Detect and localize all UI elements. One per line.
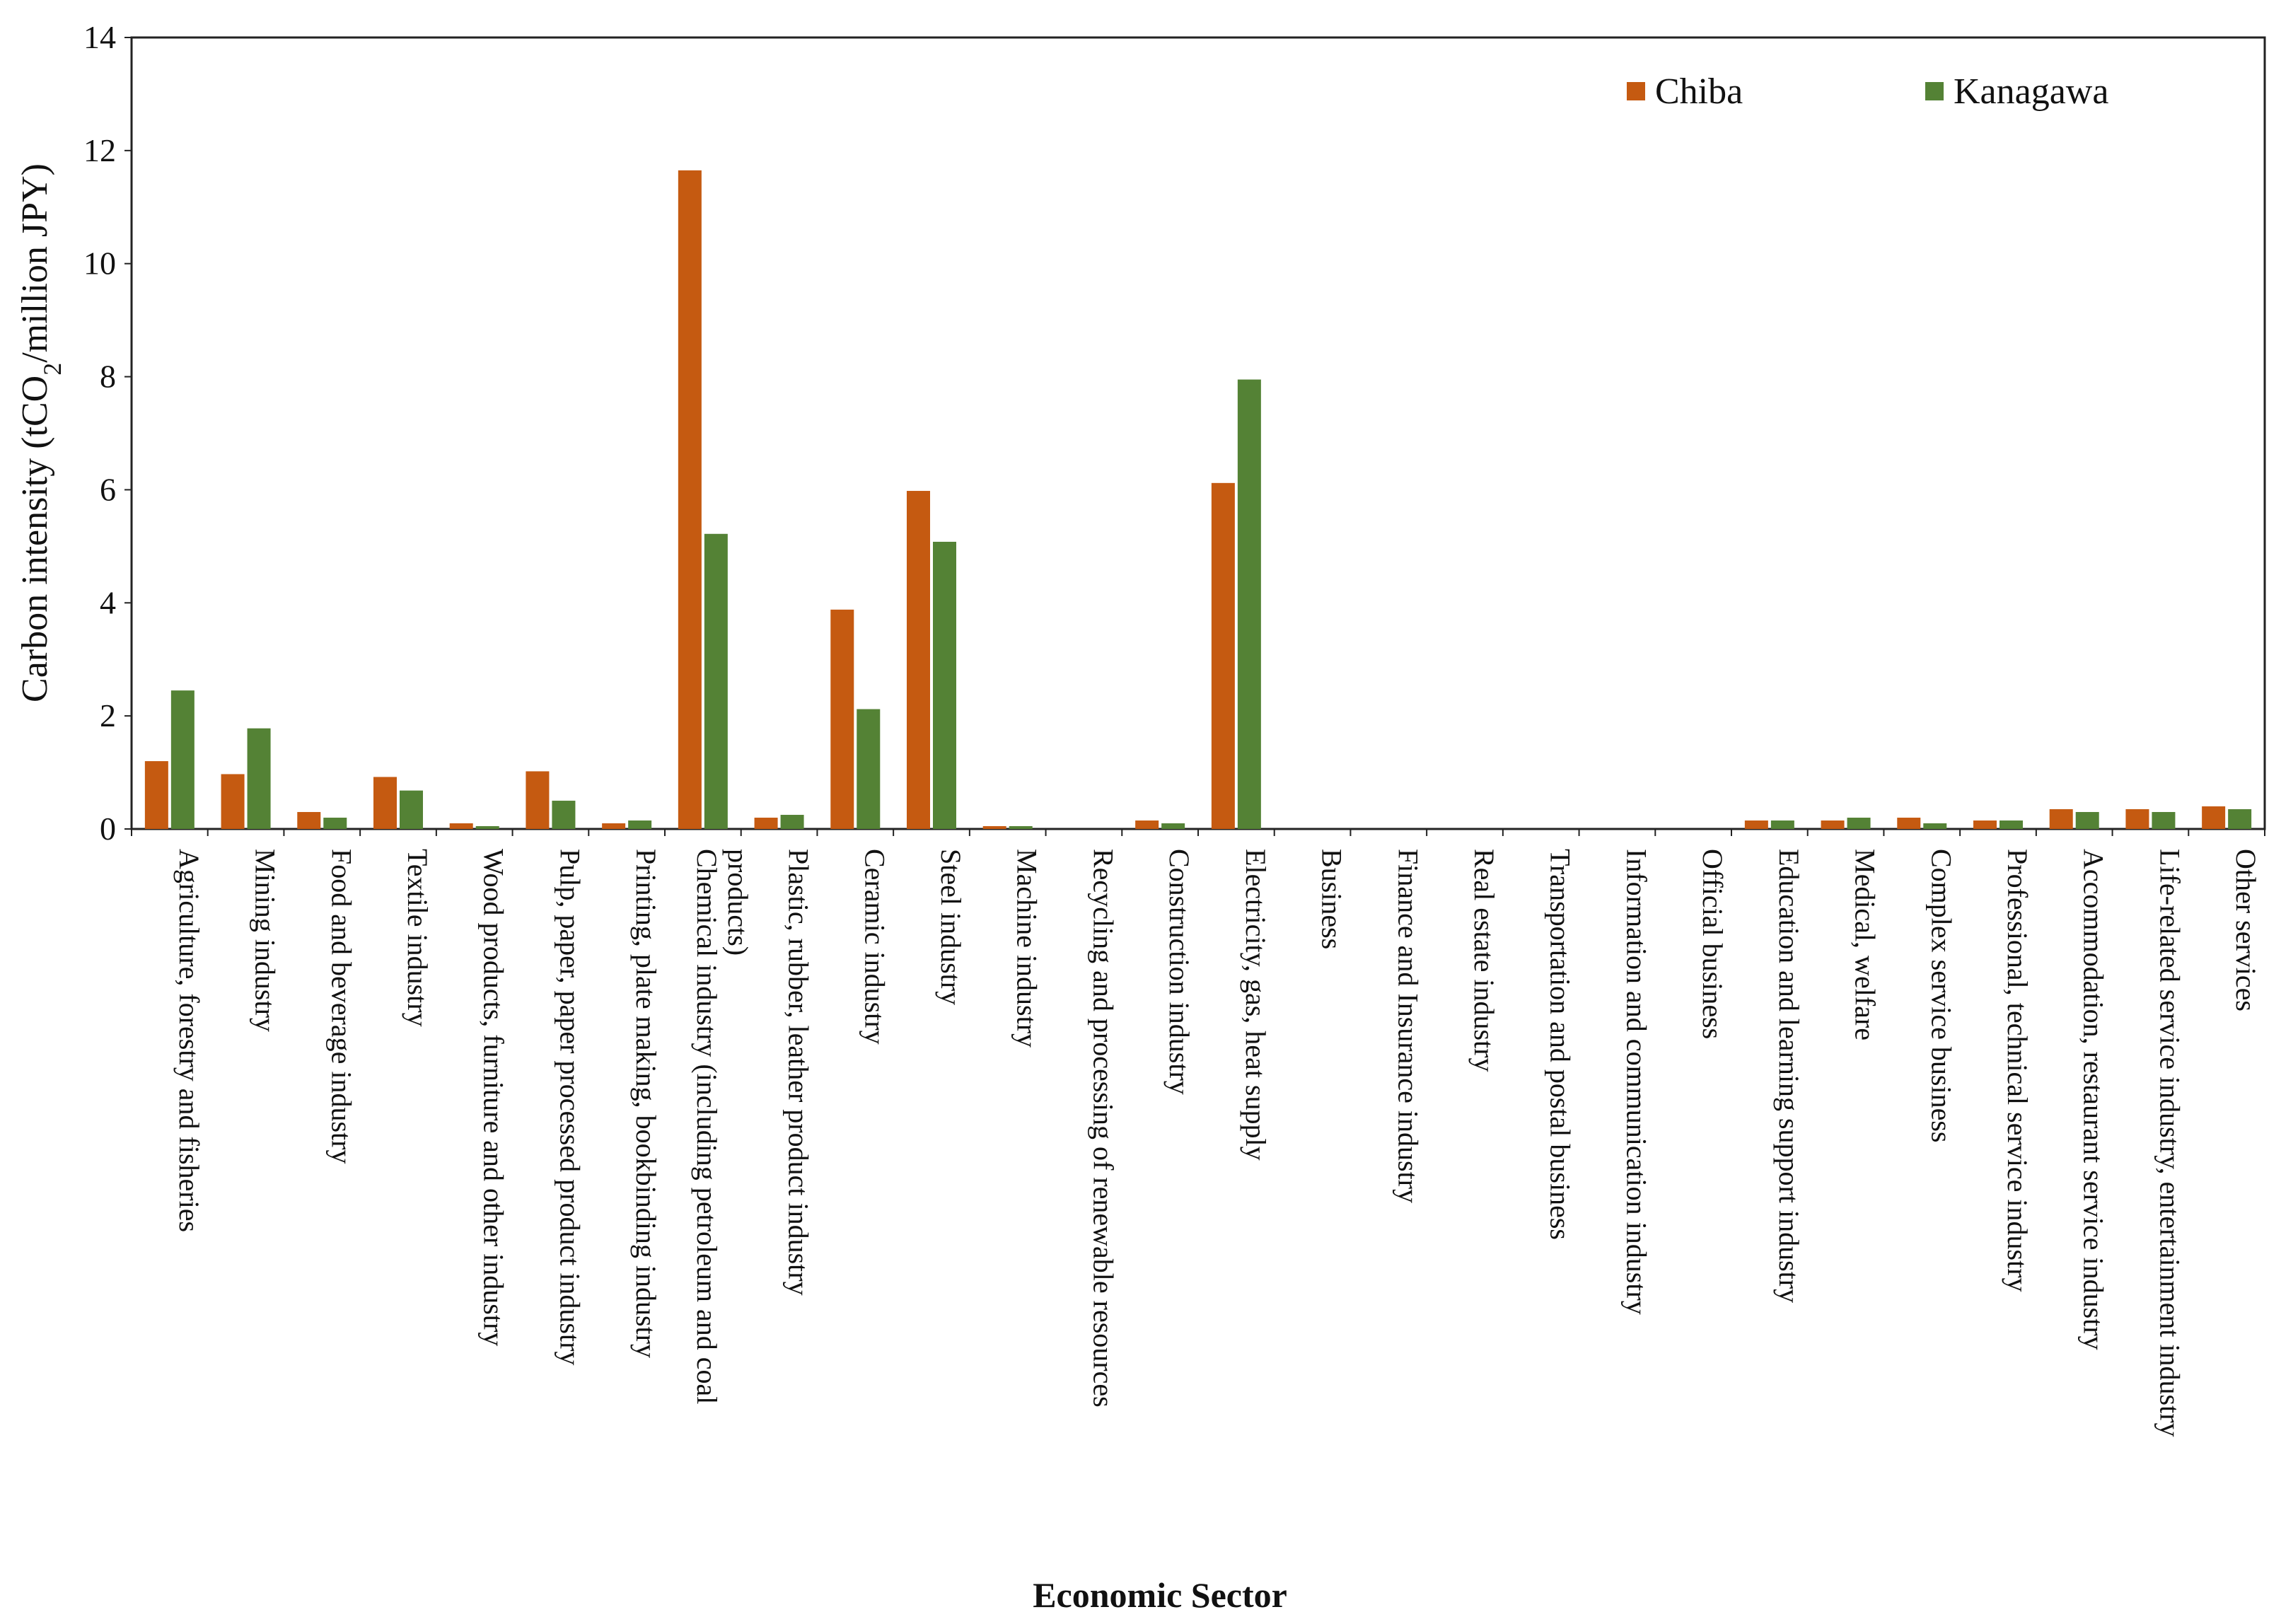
category-label: Wood products, furniture and other indus… [478, 849, 510, 1346]
legend-label-kanagawa: Kanagawa [1954, 71, 2108, 112]
category-label: products) [722, 849, 754, 956]
category-label: Official business [1697, 849, 1729, 1039]
category-label: Accommodation, restaurant service indust… [2078, 849, 2110, 1350]
y-axis: 0 2 4 6 8 10 12 14 [83, 19, 132, 847]
legend: Chiba Kanagawa [1627, 71, 2108, 112]
bar-chiba-11 [907, 491, 930, 829]
category-label: Real estate industry [1468, 849, 1500, 1072]
x-axis-labels: Agriculture, forestry and fisheries Minin… [131, 829, 2265, 1437]
plot-frame [130, 36, 2266, 830]
category-label: Transportation and postal business [1545, 849, 1577, 1240]
legend-swatch-chiba [1627, 82, 1645, 100]
bar-kanagawa-9 [780, 815, 804, 829]
bar-chiba-25 [1973, 820, 1997, 829]
y-tick-label: 10 [83, 245, 116, 282]
bar-chiba-6 [526, 771, 550, 829]
bar-kanagawa-1 [170, 690, 195, 829]
category-label: Machine industry [1011, 849, 1043, 1048]
category-label: Printing, plate making, bookbinding indu… [630, 849, 662, 1358]
y-tick-label: 6 [100, 471, 116, 507]
category-label: Chemical industry (including petroleum a… [691, 849, 723, 1404]
bar-kanagawa-14 [1161, 823, 1185, 829]
bar-chiba-10 [830, 609, 854, 829]
category-label: Complex service business [1925, 849, 1957, 1143]
bar-kanagawa-7 [628, 820, 652, 829]
y-tick-label: 4 [100, 584, 116, 620]
bar-kanagawa-10 [857, 709, 881, 829]
bar-kanagawa-4 [400, 790, 423, 829]
category-label: Recycling and processing of renewable re… [1087, 849, 1119, 1408]
category-label: Life-related service industry, entertain… [2154, 849, 2186, 1437]
bar-kanagawa-12 [1009, 826, 1033, 829]
bar-chiba-8 [678, 170, 702, 829]
x-axis-title: Economic Sector [1033, 1575, 1287, 1615]
bar-chiba-23 [1821, 820, 1845, 829]
category-label: Mining industry [250, 849, 282, 1032]
bar-chiba-1 [144, 761, 168, 829]
bar-kanagawa-23 [1847, 818, 1871, 829]
bar-chiba-15 [1211, 482, 1235, 829]
bar-chiba-26 [2049, 809, 2073, 829]
category-label: Professional, technical service industry [2002, 849, 2033, 1292]
category-label: Pulp, paper, paper processed product ind… [554, 849, 586, 1365]
bar-chiba-5 [449, 823, 473, 829]
bar-chiba-3 [297, 812, 321, 829]
bar-kanagawa-3 [323, 818, 347, 829]
bar-kanagawa-26 [2075, 812, 2099, 829]
y-tick-label: 12 [83, 132, 116, 168]
category-label: Agriculture, forestry and fisheries [173, 849, 205, 1232]
category-label: Business [1316, 849, 1348, 949]
y-tick-label: 8 [100, 359, 116, 395]
bar-kanagawa-28 [2228, 809, 2252, 829]
bar-kanagawa-25 [1999, 820, 2023, 829]
bar-kanagawa-11 [933, 541, 956, 829]
bar-chiba-4 [373, 777, 397, 829]
category-label: Plastic, rubber, leather product industr… [783, 849, 815, 1296]
y-axis-title: Carbon intensity (tCO2/million JPY) [15, 163, 66, 702]
bar-chiba-24 [1897, 818, 1921, 829]
bar-kanagawa-15 [1237, 379, 1261, 829]
y-tick-label: 14 [83, 19, 116, 55]
bar-chiba-12 [982, 826, 1006, 829]
bar-kanagawa-2 [247, 728, 271, 829]
bar-kanagawa-6 [552, 801, 576, 829]
category-label: Construction industry [1163, 849, 1195, 1095]
legend-label-chiba: Chiba [1655, 71, 1743, 112]
bar-kanagawa-24 [1923, 823, 1947, 829]
bar-chiba-2 [221, 774, 245, 829]
category-label: Electricity, gas, heat supply [1240, 849, 1272, 1161]
bar-chiba-28 [2202, 806, 2226, 829]
bar-chiba-27 [2125, 809, 2149, 829]
category-label: Steel industry [935, 849, 967, 1005]
bar-chiba-7 [602, 823, 626, 829]
category-label: Information and communication industry [1620, 849, 1652, 1315]
bar-chiba-14 [1135, 820, 1159, 829]
y-tick-label: 0 [100, 811, 116, 847]
category-label: Medical, welfare [1850, 849, 1881, 1040]
y-tick-label: 2 [100, 697, 116, 733]
category-label: Food and beverage industry [325, 849, 357, 1164]
bar-kanagawa-22 [1770, 820, 1794, 829]
bar-chiba-9 [754, 818, 778, 829]
bar-kanagawa-5 [475, 826, 499, 829]
category-label: Other services [2230, 849, 2262, 1011]
category-label: Finance and Insurance industry [1392, 849, 1424, 1203]
bar-chiba-22 [1744, 820, 1768, 829]
bar-kanagawa-8 [704, 533, 728, 829]
legend-swatch-kanagawa [1925, 82, 1944, 100]
category-label: Education and learning support industry [1773, 849, 1805, 1303]
category-label: Textile industry [402, 849, 434, 1027]
bar-kanagawa-27 [2152, 812, 2176, 829]
category-label: Ceramic industry [859, 849, 890, 1045]
bars [144, 170, 2252, 829]
